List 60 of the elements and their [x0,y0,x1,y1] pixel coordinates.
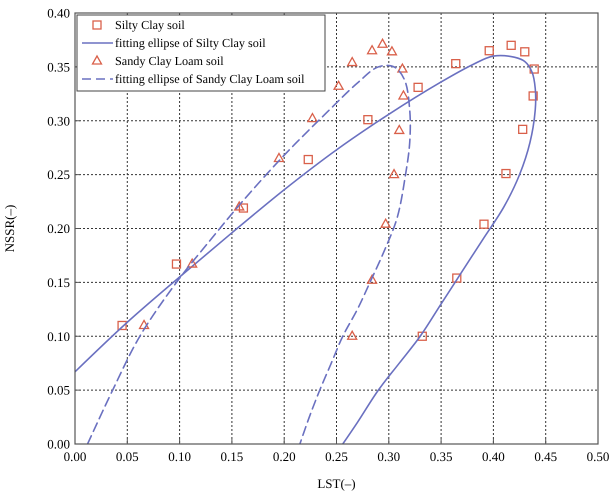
point [484,46,494,56]
y-tick-label: 0.00 [47,436,70,452]
y-axis-title: NSSR(–) [2,204,17,252]
point [397,63,408,73]
x-tick-label: 0.05 [116,449,139,464]
legend-label: fitting ellipse of Sandy Clay Loam soil [115,72,306,86]
point [333,80,344,90]
x-tick-label: 0.10 [168,449,191,464]
x-tick-label: 0.00 [64,449,86,464]
point [234,201,244,211]
x-tick-label: 0.35 [430,449,452,464]
x-tick-label: 0.40 [482,449,505,464]
point [518,124,528,134]
legend-label: Silty Clay soil [115,18,186,32]
point [117,320,127,330]
point [380,218,391,228]
x-tick-label: 0.45 [534,449,558,464]
point [172,259,182,269]
y-tick-label: 0.15 [47,274,70,290]
point [388,168,400,178]
point [187,258,198,268]
point [530,64,539,74]
point [413,82,423,92]
point [238,203,248,213]
legend-label: Sandy Clay Loam soil [115,54,224,68]
point [506,40,516,50]
point [398,90,409,100]
point [304,154,313,164]
point [394,124,404,134]
point [451,58,460,68]
x-tick-label: 0.20 [272,449,296,464]
y-tick-label: 0.05 [47,382,70,398]
y-tick-label: 0.20 [47,221,70,236]
point [520,47,530,56]
point [366,45,378,54]
point [347,330,358,340]
point [528,91,538,101]
point [501,168,511,178]
point [418,332,427,341]
point [347,56,358,66]
x-tick-label: 0.25 [325,449,348,464]
y-tick-label: 0.25 [47,167,70,182]
point [363,115,373,124]
y-tick-label: 0.35 [47,59,70,74]
point [274,152,284,162]
x-tick-label: 0.30 [377,449,400,464]
point [479,220,489,229]
point [138,320,150,330]
point [386,46,398,56]
point [366,274,378,284]
x-tick-label: 0.50 [586,449,610,464]
x-axis-title: LST(–) [317,476,356,491]
y-tick-label: 0.30 [47,113,70,128]
point [452,273,462,283]
y-tick-label: 0.40 [47,6,70,20]
point [377,38,388,48]
y-tick-label: 0.10 [47,328,70,344]
x-tick-label: 0.15 [220,449,244,464]
point [307,112,318,122]
legend-label: fitting ellipse of Silty Clay soil [115,36,266,50]
